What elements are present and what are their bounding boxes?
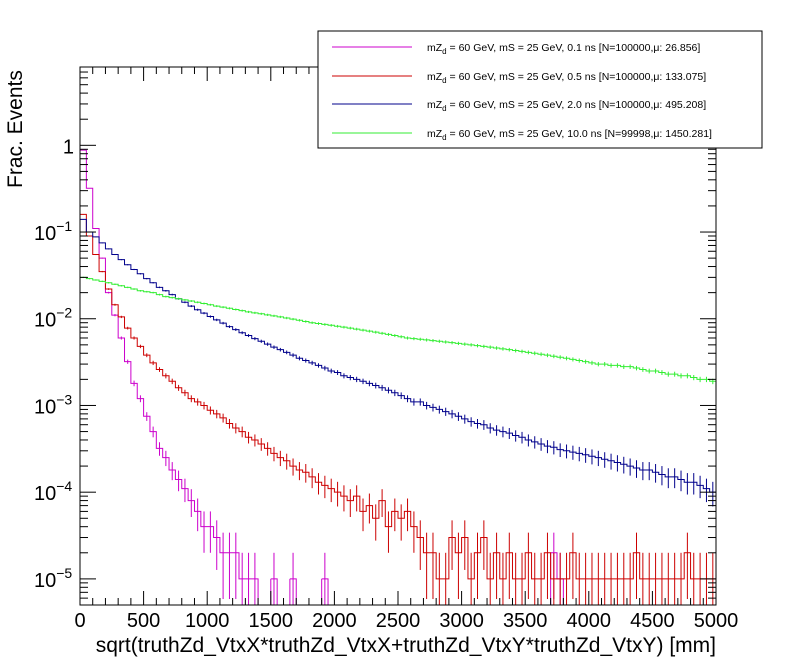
x-tick-label: 1500 [249, 610, 294, 632]
x-tick-label: 4000 [567, 610, 612, 632]
legend-entry: mZd = 60 GeV, mS = 25 GeV, 2.0 ns [N=100… [332, 99, 706, 113]
legend-entry: mZd = 60 GeV, mS = 25 GeV, 0.1 ns [N=100… [332, 42, 700, 56]
legend-label: mZd = 60 GeV, mS = 25 GeV, 10.0 ns [N=99… [427, 128, 712, 142]
y-axis-title: Frac. Events [4, 70, 27, 188]
legend: mZd = 60 GeV, mS = 25 GeV, 0.1 ns [N=100… [317, 30, 763, 149]
series-line [80, 218, 717, 605]
series-line [80, 149, 564, 605]
x-axis-title: sqrt(truthZd_VtxX*truthZd_VtxX+truthZd_V… [96, 634, 716, 657]
y-tick-label: 10−2 [34, 305, 72, 332]
x-tick-label: 0 [74, 610, 85, 632]
legend-label: mZd = 60 GeV, mS = 25 GeV, 0.1 ns [N=100… [427, 42, 700, 56]
x-tick-label: 500 [127, 610, 160, 632]
legend-entry: mZd = 60 GeV, mS = 25 GeV, 0.5 ns [N=100… [332, 71, 706, 85]
series-2 [80, 218, 717, 605]
x-tick-label: 2000 [312, 610, 357, 632]
x-tick-label: 3000 [439, 610, 484, 632]
series-1 [80, 213, 717, 605]
legend-box [317, 30, 763, 149]
x-tick-label: 3500 [503, 610, 548, 632]
y-tick-label: 10−5 [34, 565, 72, 592]
series-3 [80, 276, 717, 605]
series-line [80, 276, 717, 605]
x-tick-label: 1000 [185, 610, 230, 632]
series-layer [80, 149, 717, 605]
legend-label: mZd = 60 GeV, mS = 25 GeV, 2.0 ns [N=100… [427, 99, 706, 113]
x-tick-label: 4500 [630, 610, 675, 632]
x-tick-label: 2500 [376, 610, 421, 632]
legend-label: mZd = 60 GeV, mS = 25 GeV, 0.5 ns [N=100… [427, 71, 706, 85]
y-tick-label: 1 [63, 136, 74, 158]
series-line [80, 213, 717, 605]
legend-entry: mZd = 60 GeV, mS = 25 GeV, 10.0 ns [N=99… [332, 128, 712, 142]
x-tick-label: 5000 [694, 610, 739, 632]
